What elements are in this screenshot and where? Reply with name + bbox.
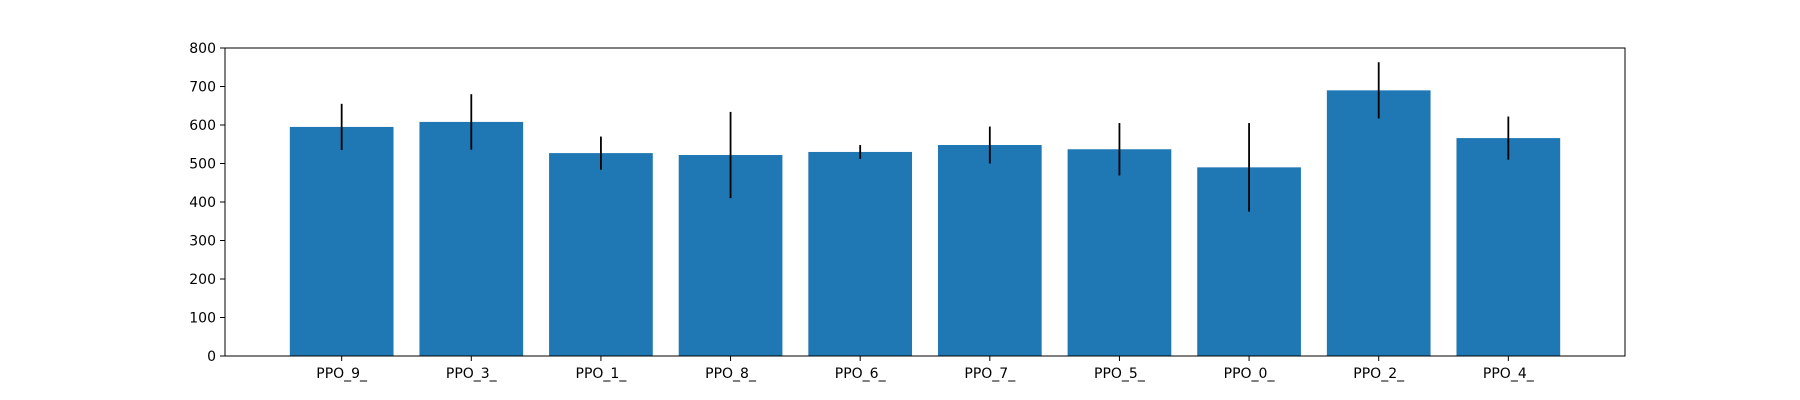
y-tick-label: 0 [207,349,216,365]
bar-ppo-3 [419,121,524,356]
x-tick-label: PPO_4_ [1483,366,1535,382]
y-tick-label: 600 [189,118,216,134]
bar-ppo-9 [289,126,394,356]
y-tick-label: 800 [189,41,216,57]
x-tick-label: PPO_1_ [576,366,628,382]
y-tick-label: 200 [189,272,216,288]
bar-ppo-5 [1067,149,1172,356]
bars-layer [289,90,1561,356]
x-tick-label: PPO_2_ [1353,366,1405,382]
x-tick-label: PPO_6_ [835,366,887,382]
bar-ppo-4 [1456,138,1561,356]
y-axis: 0 100 200 300 400 500 600 700 800 [189,41,225,365]
x-tick-label: PPO_5_ [1094,366,1146,382]
bar-ppo-1 [549,153,653,356]
bar-ppo-7 [937,145,1042,356]
y-tick-label: 300 [189,234,216,250]
y-tick-label: 100 [189,311,216,327]
y-tick-label: 700 [189,80,216,96]
x-tick-label: PPO_8_ [705,366,757,382]
bar-ppo-2 [1326,90,1431,356]
y-tick-label: 400 [189,195,216,211]
y-tick-label: 500 [189,157,216,173]
x-tick-label: PPO_7_ [964,366,1016,382]
x-tick-label: PPO_3_ [446,366,498,382]
x-tick-label: PPO_0_ [1224,366,1276,382]
error-bars-layer [340,62,1510,212]
x-axis: PPO_9_ PPO_3_ PPO_1_ PPO_8_ PPO_6_ PPO_7_ PPO_… [316,356,1535,382]
bar-ppo-6 [808,151,913,356]
x-tick-label: PPO_9_ [316,366,368,382]
